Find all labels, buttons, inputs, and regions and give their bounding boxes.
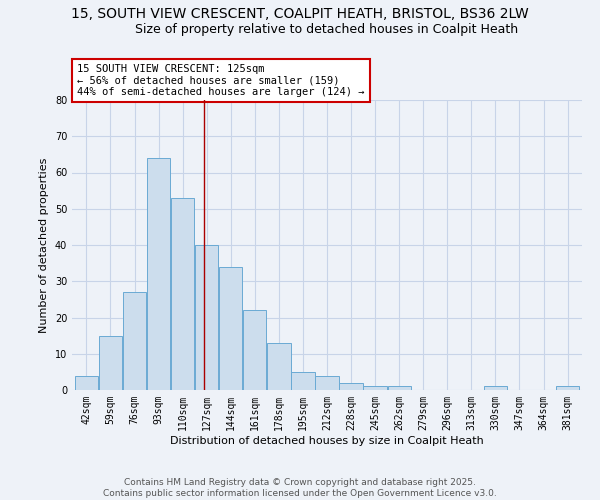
Y-axis label: Number of detached properties: Number of detached properties	[39, 158, 49, 332]
Bar	[316, 376, 338, 390]
Text: Contains HM Land Registry data © Crown copyright and database right 2025.
Contai: Contains HM Land Registry data © Crown c…	[103, 478, 497, 498]
Bar	[340, 383, 363, 390]
Bar	[291, 372, 314, 390]
Bar	[123, 292, 146, 390]
X-axis label: Distribution of detached houses by size in Coalpit Heath: Distribution of detached houses by size …	[170, 436, 484, 446]
Bar	[243, 310, 266, 390]
Bar	[195, 245, 218, 390]
Text: 15 SOUTH VIEW CRESCENT: 125sqm
← 56% of detached houses are smaller (159)
44% of: 15 SOUTH VIEW CRESCENT: 125sqm ← 56% of …	[77, 64, 365, 97]
Bar	[556, 386, 579, 390]
Title: Size of property relative to detached houses in Coalpit Heath: Size of property relative to detached ho…	[136, 24, 518, 36]
Bar	[219, 267, 242, 390]
Bar	[364, 386, 387, 390]
Text: 15, SOUTH VIEW CRESCENT, COALPIT HEATH, BRISTOL, BS36 2LW: 15, SOUTH VIEW CRESCENT, COALPIT HEATH, …	[71, 8, 529, 22]
Bar	[147, 158, 170, 390]
Bar	[99, 336, 122, 390]
Bar	[267, 343, 290, 390]
Bar	[388, 386, 411, 390]
Bar	[171, 198, 194, 390]
Bar	[484, 386, 507, 390]
Bar	[75, 376, 98, 390]
